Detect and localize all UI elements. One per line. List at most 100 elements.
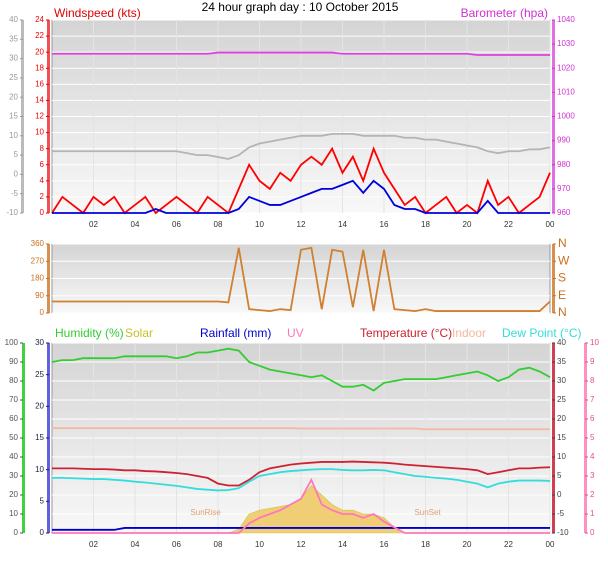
y-tick-label: 50 xyxy=(9,433,18,442)
y-tick-label: 40 xyxy=(9,452,18,461)
y-tick-label: 360 xyxy=(31,239,45,248)
y4-tick-label: 8 xyxy=(590,376,595,385)
x-tick-label: 00 xyxy=(546,220,555,229)
y3-tick-label: 30 xyxy=(35,338,44,347)
y2-tick-label: 1020 xyxy=(557,63,575,72)
series-line xyxy=(52,179,550,214)
series-line xyxy=(52,427,550,431)
series-line xyxy=(52,477,550,534)
y-tick-label: 270 xyxy=(31,256,45,265)
y4-tick-label: 9 xyxy=(590,357,595,366)
title: 24 hour graph day : 10 October 2015 xyxy=(202,0,399,14)
x-tick-label: 10 xyxy=(255,540,264,549)
series-line xyxy=(52,468,551,492)
y3-tick-label: 5 xyxy=(14,150,19,159)
annotation: SunRise xyxy=(190,508,221,517)
x-tick-label: 16 xyxy=(380,220,389,229)
x-tick-label: 20 xyxy=(463,540,472,549)
y2-tick-label: 1010 xyxy=(557,87,575,96)
y-tick-label: 20 xyxy=(35,47,44,56)
y-tick-label: 18 xyxy=(35,63,44,72)
y4-tick-label: 7 xyxy=(590,395,595,404)
y-tick-label: 0 xyxy=(40,208,45,217)
series-line xyxy=(52,527,550,531)
x-tick-label: 20 xyxy=(463,220,472,229)
y2-tick-label: 1040 xyxy=(557,15,575,24)
y3-tick-label: -5 xyxy=(11,189,19,198)
y2-tick-label: N xyxy=(558,236,567,250)
y-tick-label: 8 xyxy=(40,144,45,153)
x-tick-label: 00 xyxy=(546,540,555,549)
y-tick-label: 80 xyxy=(9,376,18,385)
y-tick-label: 16 xyxy=(35,79,44,88)
y-tick-label: 4 xyxy=(40,176,45,185)
y2-tick-label: 1000 xyxy=(557,112,575,121)
y2-tick-label: S xyxy=(558,271,566,285)
y2-tick-label: 35 xyxy=(557,357,566,366)
y-tick-label: 22 xyxy=(35,31,44,40)
y2-tick-label: 980 xyxy=(557,160,571,169)
y4-tick-label: 4 xyxy=(590,452,595,461)
y2-tick-label: W xyxy=(558,253,570,267)
y3-tick-label: 10 xyxy=(9,131,18,140)
x-tick-label: 06 xyxy=(172,220,181,229)
y4-tick-label: 2 xyxy=(590,490,595,499)
x-tick-label: 06 xyxy=(172,540,181,549)
series-line xyxy=(52,460,551,487)
y4-tick-label: 1 xyxy=(590,509,595,518)
y2-tick-label: 970 xyxy=(557,184,571,193)
y2-tick-label: 20 xyxy=(557,414,566,423)
y3-tick-label: 30 xyxy=(9,54,18,63)
y4-tick-label: 0 xyxy=(590,528,595,537)
x-tick-label: 12 xyxy=(297,540,306,549)
y3-tick-label: 20 xyxy=(9,92,18,101)
y3-tick-label: 25 xyxy=(35,370,44,379)
y2-tick-label: 30 xyxy=(557,376,566,385)
y3-tick-label: 25 xyxy=(9,73,18,82)
y2-tick-label: 40 xyxy=(557,338,566,347)
y-tick-label: 0 xyxy=(14,528,19,537)
y2-tick-label: E xyxy=(558,288,566,302)
y4-tick-label: 6 xyxy=(590,414,595,423)
x-tick-label: 22 xyxy=(504,540,513,549)
y2-tick-label: -5 xyxy=(557,509,565,518)
x-tick-label: 02 xyxy=(89,220,98,229)
y-tick-label: 14 xyxy=(35,96,44,105)
legend-entry: Humidity (%) xyxy=(55,326,124,340)
y4-tick-label: 10 xyxy=(590,338,599,347)
y3-tick-label: 0 xyxy=(14,170,19,179)
y2-tick-label: 25 xyxy=(557,395,566,404)
y3-tick-label: 15 xyxy=(9,112,18,121)
y-tick-label: 90 xyxy=(35,291,44,300)
y-tick-label: 100 xyxy=(5,338,19,347)
y3-tick-label: 5 xyxy=(40,496,45,505)
y3-tick-label: 35 xyxy=(9,34,18,43)
y2-tick-label: 990 xyxy=(557,136,571,145)
y2-tick-label: N xyxy=(558,305,567,319)
y-tick-label: 6 xyxy=(40,160,45,169)
y-tick-label: 60 xyxy=(9,414,18,423)
y-tick-label: 10 xyxy=(35,128,44,137)
legend-entry: Dew Point (°C) xyxy=(502,326,581,340)
legend-entry: Rainfall (mm) xyxy=(200,326,271,340)
x-tick-label: 18 xyxy=(421,540,430,549)
annotation: SunSet xyxy=(414,508,441,517)
y-tick-label: 2 xyxy=(40,192,45,201)
y2-tick-label: 15 xyxy=(557,433,566,442)
y-tick-label: 180 xyxy=(31,274,45,283)
series-line xyxy=(52,132,551,160)
y4-tick-label: 3 xyxy=(590,471,595,480)
y2-tick-label: -10 xyxy=(557,528,569,537)
series-line xyxy=(52,51,550,56)
y3-tick-label: 40 xyxy=(9,15,18,24)
x-tick-label: 14 xyxy=(338,220,347,229)
x-tick-label: 10 xyxy=(255,220,264,229)
y2-tick-label: 1030 xyxy=(557,39,575,48)
series-line xyxy=(52,246,551,312)
x-tick-label: 08 xyxy=(214,220,223,229)
y3-tick-label: 20 xyxy=(35,401,44,410)
axis-bar xyxy=(22,343,25,533)
x-tick-label: 08 xyxy=(214,540,223,549)
